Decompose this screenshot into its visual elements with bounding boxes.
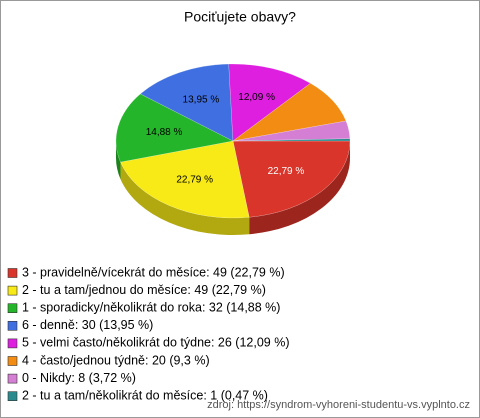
pie-slice xyxy=(232,82,347,142)
legend-swatch xyxy=(7,391,18,402)
chart-title: Pociťujete obavy? xyxy=(184,9,296,25)
value-label: 12,09 % xyxy=(238,92,275,103)
value-label: 13,95 % xyxy=(183,95,220,106)
legend-label: 3 - pravidelně/vícekrát do měsíce: 49 (2… xyxy=(22,265,285,279)
pie-slice xyxy=(232,138,351,142)
pie-slice xyxy=(232,140,351,218)
legend-label: 1 - sporadicky/několikrát do roka: 32 (1… xyxy=(22,300,280,314)
pie-slice xyxy=(139,63,234,142)
pie-side xyxy=(249,141,350,235)
value-label: 14,88 % xyxy=(146,127,183,138)
legend-swatch xyxy=(7,320,18,331)
legend-swatch xyxy=(7,268,18,278)
legend-label: 5 - velmi často/několikrát do týdne: 26 … xyxy=(22,336,290,350)
legend-swatch xyxy=(7,285,18,296)
legend-swatch xyxy=(7,373,18,384)
value-label: 22,79 % xyxy=(268,166,305,177)
pie-side xyxy=(120,162,250,235)
pie-slice xyxy=(228,63,311,142)
legend-swatch xyxy=(7,303,18,314)
legend-label: 4 - často/jednou týdně: 20 (9,3 %) xyxy=(22,353,210,367)
pie-slice xyxy=(120,140,250,219)
pie-slice xyxy=(232,120,351,142)
legend-label: 0 - Nikdy: 8 (3,72 %) xyxy=(22,371,136,385)
pie-side xyxy=(116,141,121,180)
legend-swatch xyxy=(7,338,18,349)
source: zdroj: https://syndrom-vyhoreni-studentu… xyxy=(207,399,470,411)
legend-swatch xyxy=(7,356,18,366)
legend-label: 2 - tu a tam/několikrát do měsíce: 1 (0,… xyxy=(22,388,268,402)
legend-label: 6 - denně: 30 (13,95 %) xyxy=(22,318,153,332)
pie-slice xyxy=(115,93,234,163)
value-label: 22,79 % xyxy=(176,174,213,185)
legend-label: 2 - tu a tam/jednou do měsíce: 49 (22,79… xyxy=(22,283,266,297)
